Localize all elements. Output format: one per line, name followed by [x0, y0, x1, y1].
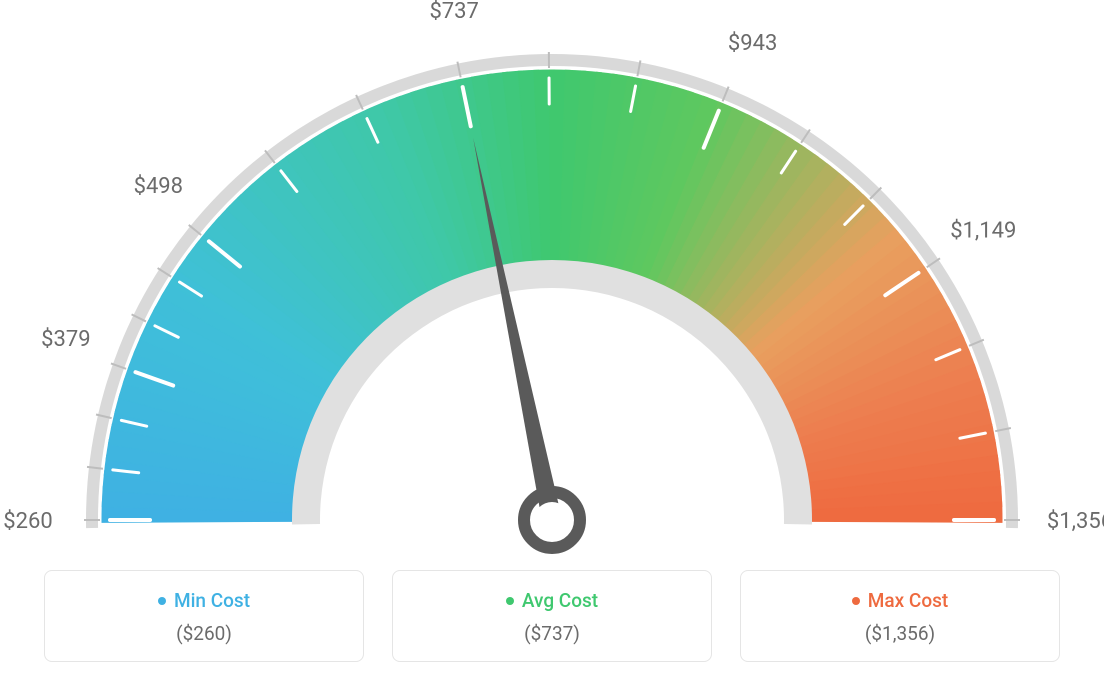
legend-label-min: Min Cost [174, 589, 250, 612]
dot-avg [506, 597, 514, 605]
tick-label: $379 [41, 327, 90, 352]
legend-card-max: Max Cost ($1,356) [740, 570, 1060, 662]
dot-min [158, 597, 166, 605]
gauge-color-arc [102, 70, 1002, 522]
legend-label-row: Min Cost [55, 589, 353, 612]
legend-row: Min Cost ($260) Avg Cost ($737) Max Cost… [0, 570, 1104, 662]
legend-label-avg: Avg Cost [522, 589, 598, 612]
legend-value-max: ($1,356) [751, 622, 1049, 645]
legend-label-max: Max Cost [868, 589, 948, 612]
gauge-svg: $260 $379 $498 $737 $943 $1,149 $1,356 [0, 0, 1104, 560]
legend-value-min: ($260) [55, 622, 353, 645]
legend-value-avg: ($737) [403, 622, 701, 645]
tick-label: $498 [134, 174, 183, 199]
legend-label-row: Max Cost [751, 589, 1049, 612]
legend-label-row: Avg Cost [403, 589, 701, 612]
tick-label: $943 [728, 31, 777, 56]
legend-card-avg: Avg Cost ($737) [392, 570, 712, 662]
tick-label: $737 [429, 0, 478, 24]
tick-label: $1,356 [1047, 509, 1104, 534]
gauge-hub-inner [534, 502, 570, 538]
legend-card-min: Min Cost ($260) [44, 570, 364, 662]
tick-label: $260 [3, 509, 52, 534]
dot-max [852, 597, 860, 605]
gauge-container: $260 $379 $498 $737 $943 $1,149 $1,356 [0, 0, 1104, 560]
tick-label: $1,149 [950, 218, 1016, 243]
